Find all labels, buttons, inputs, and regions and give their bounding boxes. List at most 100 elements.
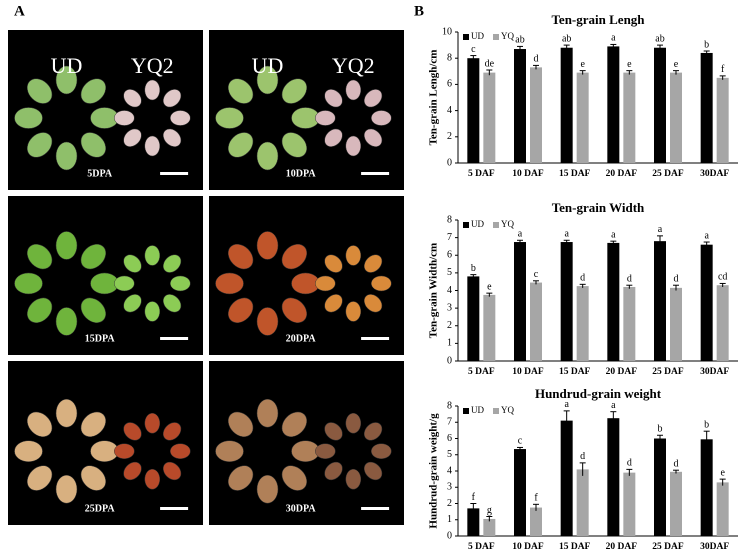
grain	[55, 231, 78, 260]
grain	[163, 294, 182, 313]
grain	[123, 461, 142, 481]
y-tick-label: 8	[447, 52, 452, 63]
legend-label: UD	[471, 219, 484, 229]
grain	[27, 465, 53, 491]
bar	[654, 47, 666, 163]
y-tick-label: 2	[447, 320, 452, 331]
significance-letter: d	[580, 451, 585, 462]
x-tick-label: 30DAF	[700, 169, 729, 179]
y-tick-label: 0	[447, 355, 452, 366]
grain	[163, 254, 182, 273]
grain	[123, 294, 142, 313]
y-tick-label: 4	[447, 285, 452, 296]
scale-bar	[361, 337, 390, 340]
bar	[514, 242, 526, 361]
y-axis-label: Ten-grain Lengh/cm	[428, 50, 440, 146]
grain	[55, 474, 78, 504]
x-tick-label: 20 DAF	[606, 169, 638, 179]
grain	[14, 440, 43, 462]
bar	[700, 439, 713, 536]
bar	[670, 72, 682, 163]
grain	[27, 297, 53, 323]
y-tick-label: 7	[447, 232, 452, 243]
x-tick-label: 5 DAF	[468, 367, 495, 377]
significance-letter: f	[721, 64, 725, 75]
significance-letter: d	[627, 458, 632, 469]
x-tick-label: 5 DAF	[468, 542, 495, 552]
grain	[80, 465, 106, 491]
legend-label: YQ	[501, 405, 514, 415]
legend-swatch	[493, 222, 499, 228]
grain	[364, 294, 383, 313]
y-axis-label: Ten-grain Width/cm	[428, 243, 440, 338]
grain	[371, 275, 392, 292]
stage-label: 15DPA	[85, 333, 116, 344]
significance-letter: a	[611, 229, 616, 240]
significance-letter: d	[580, 273, 585, 284]
x-tick-label: 10 DAF	[512, 169, 544, 179]
grain	[281, 297, 307, 323]
grain	[114, 275, 135, 292]
grain	[144, 245, 161, 266]
grain	[228, 411, 254, 437]
significance-letter: ab	[655, 33, 664, 44]
bar	[483, 518, 496, 536]
grain	[364, 254, 383, 273]
significance-letter: b	[704, 419, 709, 430]
bar	[700, 52, 713, 163]
grain	[144, 79, 161, 101]
bar	[530, 507, 542, 536]
y-tick-label: 10	[442, 26, 452, 37]
bar	[483, 72, 496, 163]
significance-letter: d	[674, 458, 679, 469]
stage-label: 10DPA	[286, 168, 317, 179]
y-tick-label: 6	[447, 79, 452, 90]
y-tick-label: 0	[447, 530, 452, 541]
significance-letter: e	[674, 59, 679, 70]
grain	[144, 135, 161, 157]
bar	[483, 294, 496, 361]
grain	[364, 128, 383, 147]
grain	[228, 132, 254, 158]
x-tick-label: 10 DAF	[512, 542, 544, 552]
bar	[560, 420, 573, 536]
stage-label: 30DPA	[286, 503, 317, 514]
grain	[281, 78, 307, 104]
significance-letter: a	[658, 224, 663, 235]
y-tick-label: 3	[447, 482, 452, 493]
y-tick-label: 5	[447, 267, 452, 278]
significance-letter: a	[611, 33, 616, 44]
grain	[256, 141, 279, 171]
significance-letter: a	[518, 229, 523, 240]
x-tick-label: 25 DAF	[652, 367, 684, 377]
grain	[80, 78, 106, 104]
y-tick-label: 6	[447, 433, 452, 444]
grain	[114, 110, 135, 126]
significance-letter: c	[534, 269, 539, 280]
grain	[345, 135, 362, 157]
bar	[716, 482, 729, 536]
grain	[371, 443, 392, 459]
x-tick-label: 30DAF	[700, 367, 729, 377]
legend-swatch	[463, 34, 469, 40]
grain	[256, 307, 279, 336]
y-tick-label: 7	[447, 417, 452, 428]
significance-letter: f	[472, 492, 476, 503]
grain	[315, 275, 336, 292]
y-axis-label: Hundrud-grain weight/g	[428, 413, 440, 529]
significance-letter: a	[611, 400, 616, 411]
grain	[364, 422, 383, 441]
x-tick-label: 5 DAF	[468, 169, 495, 179]
grain	[27, 243, 53, 270]
bar	[654, 438, 666, 536]
grain	[14, 107, 43, 129]
significance-letter: a	[564, 229, 569, 240]
grain	[170, 275, 191, 292]
y-tick-label: 1	[447, 514, 452, 525]
bar	[467, 508, 480, 536]
bar	[560, 242, 573, 361]
bar	[623, 72, 636, 163]
bar	[576, 469, 589, 536]
grain	[123, 128, 142, 147]
